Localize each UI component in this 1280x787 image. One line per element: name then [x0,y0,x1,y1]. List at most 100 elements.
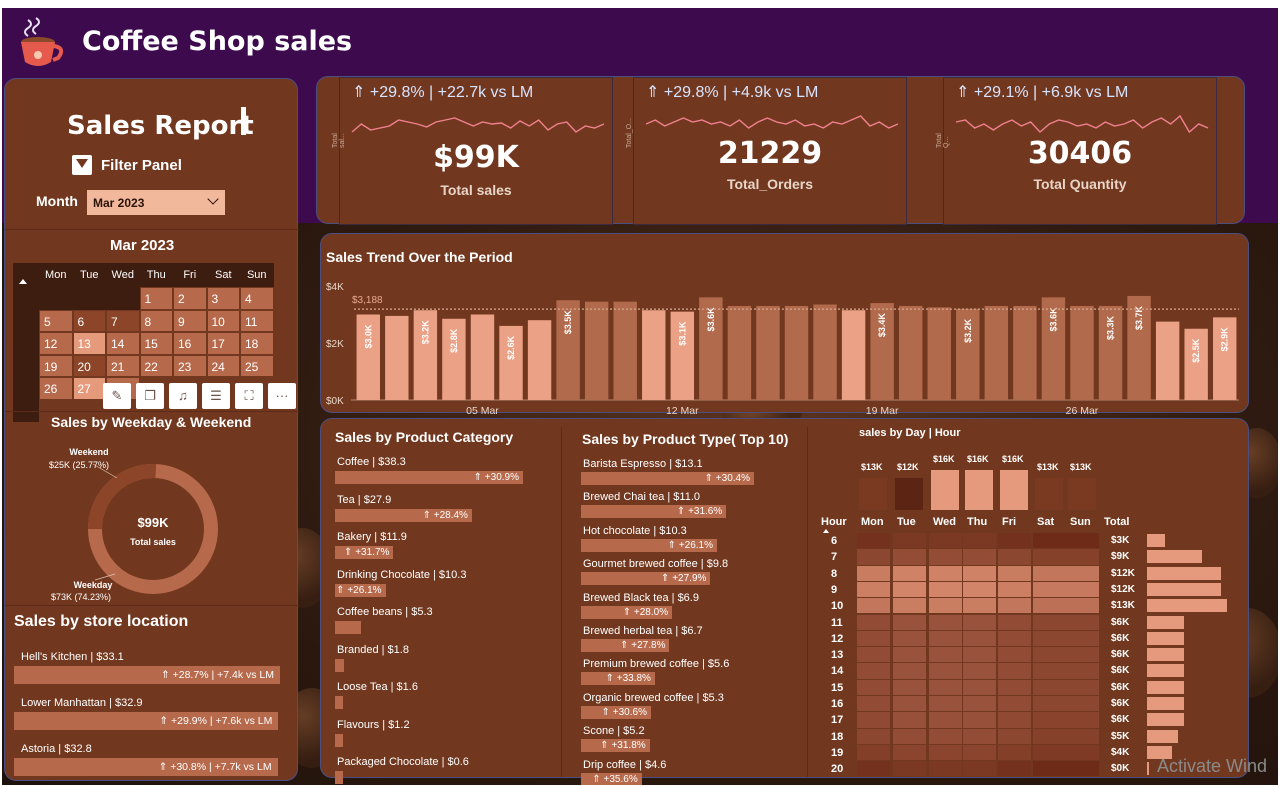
bar[interactable]: ⇑ +31.6% [581,505,727,519]
trend-bar[interactable] [898,305,923,400]
trend-bar[interactable] [413,310,438,400]
bar[interactable]: ⇑ +28.0% [581,605,673,619]
calendar-day[interactable]: 21 [107,355,139,376]
heatmap-cell[interactable] [963,581,996,598]
trend-bar[interactable] [927,307,951,400]
heatmap-cell[interactable] [963,533,996,549]
heatmap-cell[interactable] [1033,581,1066,598]
day-total-bar[interactable] [895,478,923,510]
heatmap-cell[interactable] [857,549,890,565]
day-total-bar[interactable] [859,478,887,510]
heatmap-cell[interactable] [963,728,996,744]
hour-total-bar[interactable] [1147,664,1184,678]
day-total-bar[interactable] [1068,478,1096,510]
trend-bar[interactable] [870,303,894,400]
hour-total-bar[interactable] [1147,631,1184,645]
heatmap-cell[interactable] [929,663,962,679]
heatmap-cell[interactable] [929,712,962,728]
bar[interactable]: ⇑ +30.6% [581,705,651,719]
calendar-day[interactable]: 2 [174,288,206,309]
hour-total-bar[interactable] [1147,697,1184,710]
calendar-day[interactable]: 3 [207,288,239,309]
calendar-day[interactable]: 17 [207,333,239,354]
hour-total-bar[interactable] [1147,713,1184,727]
heatmap-cell[interactable] [929,679,962,695]
bar[interactable]: ⇑ +26.1% [581,538,718,552]
heatmap-cell[interactable] [1033,696,1066,712]
trend-bar[interactable] [527,320,552,400]
calendar-day[interactable]: 6 [73,310,105,331]
filter-icon[interactable]: ☰ [202,383,230,409]
heatmap-cell[interactable] [963,663,996,679]
more-options-icon[interactable]: ··· [268,383,296,409]
heatmap-cell[interactable] [998,663,1031,679]
trend-bar[interactable] [1213,317,1237,400]
calendar-day[interactable]: 4 [241,288,273,309]
calendar-day[interactable]: 16 [174,333,206,354]
trend-bar[interactable] [356,314,380,401]
heatmap-cell[interactable] [998,630,1031,647]
heatmap-cell[interactable] [963,565,996,581]
heatmap-cell[interactable] [998,761,1031,777]
heatmap-cell[interactable] [857,647,890,663]
heatmap-cell[interactable] [893,663,926,679]
trend-bar[interactable] [385,315,409,400]
heatmap-cell[interactable] [1033,598,1066,614]
heatmap-cell[interactable] [857,761,890,777]
heatmap-cell[interactable] [893,533,926,549]
heatmap-cell[interactable] [963,712,996,728]
heatmap-cell[interactable] [857,598,890,614]
heatmap-cell[interactable] [998,728,1031,744]
store-bar[interactable]: ⇑ +29.9% | +7.6k vs LM [14,712,279,730]
heatmap-cell[interactable] [857,744,890,761]
kpi-card[interactable]: Total sal... ⇑ +29.8% | +22.7k vs LM $99K T… [332,77,613,225]
trend-bar[interactable] [956,308,980,400]
heatmap-cell[interactable] [1033,712,1066,728]
heatmap-cell[interactable] [1066,663,1099,679]
calendar-day[interactable]: 15 [140,333,172,354]
calendar-day[interactable]: 18 [241,333,273,354]
trend-bar[interactable] [442,318,466,400]
heatmap-cell[interactable] [1033,630,1066,647]
trend-bar[interactable] [1184,328,1208,400]
hour-total-bar[interactable] [1147,566,1221,580]
day-total-bar[interactable] [1035,478,1063,510]
calendar-day[interactable]: 25 [241,355,273,376]
heatmap-cell[interactable] [893,630,926,647]
heatmap-cell[interactable] [929,565,962,581]
store-bar[interactable]: ⇑ +28.7% | +7.4k vs LM [14,666,280,684]
heatmap-cell[interactable] [998,614,1031,630]
heatmap-cell[interactable] [998,712,1031,728]
bar[interactable] [335,733,343,747]
calendar-day[interactable]: 23 [174,355,206,376]
heatmap-cell[interactable] [893,712,926,728]
heatmap-cell[interactable] [1033,761,1066,777]
calendar-day[interactable]: 20 [73,355,105,376]
bar[interactable]: ⇑ +35.6% [581,772,642,785]
heatmap-cell[interactable] [1066,565,1099,581]
heatmap-cell[interactable] [1066,549,1099,565]
trend-bar[interactable] [556,300,580,400]
heatmap-cell[interactable] [963,647,996,663]
bar[interactable]: ⇑ +27.9% [581,572,711,586]
heatmap-cell[interactable] [998,565,1031,581]
trend-bar[interactable] [1041,297,1066,400]
heatmap-cell[interactable] [929,647,962,663]
heatmap-cell[interactable] [1066,581,1099,598]
trend-bar[interactable] [784,305,809,400]
heatmap-cell[interactable] [893,614,926,630]
calendar-day[interactable]: 10 [207,310,239,331]
calendar-day[interactable]: 1 [140,288,172,309]
heatmap-cell[interactable] [1033,614,1066,630]
heatmap-cell[interactable] [893,744,926,761]
heatmap-cell[interactable] [998,744,1031,761]
calendar-day[interactable]: 22 [140,355,172,376]
heatmap-cell[interactable] [963,744,996,761]
calendar-day[interactable]: 24 [207,355,239,376]
calendar-day[interactable]: 5 [40,310,72,331]
calendar-day[interactable]: 12 [40,333,72,354]
heatmap-cell[interactable] [893,549,926,565]
trend-bar[interactable] [756,305,780,400]
heatmap-cell[interactable] [857,663,890,679]
hour-total-bar[interactable] [1147,599,1227,613]
